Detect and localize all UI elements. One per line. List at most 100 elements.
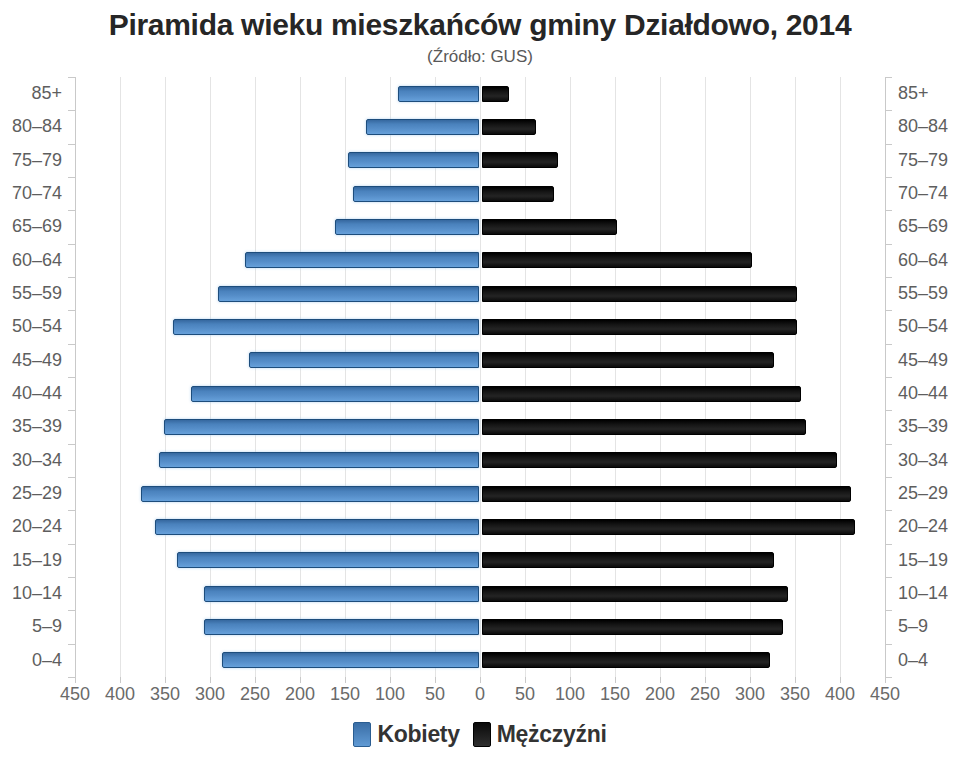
axis-tick-bottom bbox=[660, 677, 661, 683]
y-axis-label-right: 65–69 bbox=[898, 210, 960, 244]
axis-tick-bottom bbox=[75, 677, 76, 683]
axis-tick-bottom bbox=[840, 677, 841, 683]
axis-tick-left bbox=[68, 77, 75, 78]
y-axis-label-right: 80–84 bbox=[898, 110, 960, 144]
axis-tick-bottom bbox=[435, 677, 436, 683]
bar-kobiety-75–79 bbox=[348, 152, 479, 168]
bar-kobiety-85+ bbox=[398, 86, 479, 102]
axis-tick-right bbox=[885, 510, 892, 511]
axis-tick-bottom bbox=[750, 677, 751, 683]
y-axis-label-left: 75–79 bbox=[0, 144, 62, 178]
axis-tick-bottom bbox=[570, 677, 571, 683]
y-axis-label-left: 0–4 bbox=[0, 644, 62, 678]
axis-tick-bottom bbox=[885, 677, 886, 683]
y-axis-label-left: 40–44 bbox=[0, 377, 62, 411]
y-axis-label-right: 85+ bbox=[898, 77, 960, 111]
y-axis-label-right: 75–79 bbox=[898, 144, 960, 178]
bar-mezczyzni-65–69 bbox=[482, 219, 617, 235]
y-axis-label-right: 40–44 bbox=[898, 377, 960, 411]
axis-tick-right bbox=[885, 177, 892, 178]
axis-tick-right bbox=[885, 477, 892, 478]
axis-tick-left bbox=[68, 310, 75, 311]
y-axis-label-right: 35–39 bbox=[898, 410, 960, 444]
bar-mezczyzni-75–79 bbox=[482, 152, 559, 168]
bar-mezczyzni-60–64 bbox=[482, 252, 752, 268]
axis-tick-left bbox=[68, 510, 75, 511]
y-axis-label-right: 30–34 bbox=[898, 444, 960, 478]
axis-tick-bottom bbox=[345, 677, 346, 683]
bar-kobiety-55–59 bbox=[218, 286, 479, 302]
bar-mezczyzni-5–9 bbox=[482, 619, 784, 635]
y-axis-label-left: 5–9 bbox=[0, 610, 62, 644]
axis-tick-bottom bbox=[480, 677, 481, 683]
bar-kobiety-70–74 bbox=[353, 186, 479, 202]
bar-mezczyzni-0–4 bbox=[482, 652, 770, 668]
bar-mezczyzni-80–84 bbox=[482, 119, 536, 135]
y-axis-label-left: 55–59 bbox=[0, 277, 62, 311]
y-axis-label-right: 0–4 bbox=[898, 644, 960, 678]
axis-tick-bottom bbox=[795, 677, 796, 683]
bar-kobiety-50–54 bbox=[173, 319, 479, 335]
legend-item-kobiety: Kobiety bbox=[353, 721, 459, 748]
y-axis-label-right: 60–64 bbox=[898, 244, 960, 278]
axis-tick-bottom bbox=[210, 677, 211, 683]
gridline bbox=[480, 77, 481, 677]
y-axis-label-right: 5–9 bbox=[898, 610, 960, 644]
gridline bbox=[840, 77, 841, 677]
axis-tick-right bbox=[885, 344, 892, 345]
bar-mezczyzni-50–54 bbox=[482, 319, 797, 335]
chart-subtitle: (Źródło: GUS) bbox=[0, 47, 960, 67]
axis-tick-right bbox=[885, 677, 892, 678]
bar-mezczyzni-70–74 bbox=[482, 186, 554, 202]
y-axis-label-right: 70–74 bbox=[898, 177, 960, 211]
gridline bbox=[75, 77, 76, 677]
y-axis-label-right: 20–24 bbox=[898, 510, 960, 544]
legend-label: Mężczyźni bbox=[497, 721, 607, 748]
population-pyramid-chart: Piramida wieku mieszkańców gminy Działdo… bbox=[0, 0, 960, 768]
y-axis-label-left: 60–64 bbox=[0, 244, 62, 278]
bar-kobiety-45–49 bbox=[249, 352, 479, 368]
axis-tick-right bbox=[885, 644, 892, 645]
bar-mezczyzni-25–29 bbox=[482, 486, 851, 502]
axis-tick-left bbox=[68, 344, 75, 345]
y-axis-label-right: 25–29 bbox=[898, 477, 960, 511]
axis-tick-right bbox=[885, 610, 892, 611]
axis-tick-right bbox=[885, 110, 892, 111]
axis-tick-right bbox=[885, 544, 892, 545]
legend: Kobiety Mężczyźni bbox=[0, 721, 960, 748]
y-axis-label-left: 50–54 bbox=[0, 310, 62, 344]
axis-tick-left bbox=[68, 644, 75, 645]
x-axis-label: 450 bbox=[855, 684, 915, 705]
axis-tick-right bbox=[885, 444, 892, 445]
y-axis-label-right: 45–49 bbox=[898, 344, 960, 378]
gridline bbox=[795, 77, 796, 677]
y-axis-label-right: 55–59 bbox=[898, 277, 960, 311]
axis-tick-left bbox=[68, 677, 75, 678]
y-axis-label-left: 80–84 bbox=[0, 110, 62, 144]
axis-tick-bottom bbox=[525, 677, 526, 683]
chart-title: Piramida wieku mieszkańców gminy Działdo… bbox=[0, 8, 960, 42]
bar-kobiety-65–69 bbox=[335, 219, 479, 235]
axis-tick-right bbox=[885, 144, 892, 145]
axis-tick-bottom bbox=[615, 677, 616, 683]
bar-kobiety-60–64 bbox=[245, 252, 479, 268]
legend-swatch-icon bbox=[353, 722, 371, 747]
legend-label: Kobiety bbox=[377, 721, 459, 748]
axis-tick-right bbox=[885, 77, 892, 78]
axis-tick-right bbox=[885, 277, 892, 278]
bar-kobiety-15–19 bbox=[177, 552, 479, 568]
plot-area bbox=[75, 77, 885, 677]
axis-tick-left bbox=[68, 577, 75, 578]
axis-tick-left bbox=[68, 477, 75, 478]
bar-mezczyzni-15–19 bbox=[482, 552, 775, 568]
y-axis-label-left: 15–19 bbox=[0, 544, 62, 578]
axis-tick-bottom bbox=[255, 677, 256, 683]
bar-mezczyzni-85+ bbox=[482, 86, 509, 102]
axis-tick-bottom bbox=[705, 677, 706, 683]
axis-tick-right bbox=[885, 310, 892, 311]
bar-mezczyzni-10–14 bbox=[482, 586, 788, 602]
bar-mezczyzni-40–44 bbox=[482, 386, 802, 402]
y-axis-label-left: 35–39 bbox=[0, 410, 62, 444]
bar-mezczyzni-55–59 bbox=[482, 286, 797, 302]
y-axis-label-left: 30–34 bbox=[0, 444, 62, 478]
